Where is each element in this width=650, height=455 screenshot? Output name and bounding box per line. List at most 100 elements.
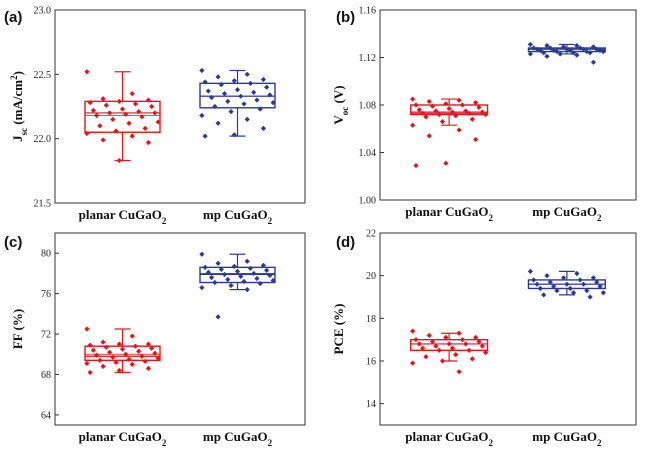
category-label: mp CuGaO2 [203,429,273,448]
data-point [103,102,109,108]
data-point [466,347,472,353]
data-point [577,277,583,283]
data-point [590,59,597,65]
data-point [260,76,267,83]
data-point [199,67,205,74]
data-point [228,282,234,289]
data-point [119,106,126,112]
data-point [215,120,221,126]
data-point [449,109,456,115]
data-point [551,283,557,289]
data-point [429,339,436,345]
data-point [527,51,533,57]
data-point [544,53,550,59]
category-main: planar CuGaO [79,429,162,444]
category-main: mp CuGaO [532,429,597,444]
y-tick-label: 21.5 [34,199,52,210]
data-point [267,92,273,98]
data-point [234,87,241,93]
data-point [537,285,543,292]
data-point [215,314,221,320]
data-point [244,71,250,77]
y-tick-label: 68 [41,370,51,381]
data-point [410,360,416,366]
data-point [534,281,540,287]
box-mp [527,41,606,65]
data-point [466,110,472,116]
data-point [426,133,432,139]
data-point [270,100,276,106]
data-point [202,133,208,139]
data-point [429,103,436,109]
data-point [221,91,228,97]
y-tick-label: 22.5 [34,70,52,81]
data-point [456,369,462,375]
panel-label: (a) [4,9,22,26]
category-label: mp CuGaO2 [532,204,602,223]
data-point [139,353,145,359]
data-point [152,350,158,356]
data-point [270,277,276,284]
data-point [218,82,224,88]
data-point [116,367,122,374]
data-point [136,348,142,354]
data-point [215,260,221,266]
y-axis-label: FF (%) [10,309,25,349]
y-tick-label: 14 [366,399,376,410]
data-point [132,343,139,349]
data-point [463,108,469,114]
data-point [244,116,250,122]
data-point [145,139,152,146]
panel-label: (d) [336,234,355,251]
data-point [212,103,218,110]
data-point [119,346,126,352]
data-point [225,98,231,104]
data-point [205,88,211,94]
data-point [247,265,254,271]
data-point [116,157,122,164]
data-point [547,279,553,285]
y-tick-label: 1.00 [359,196,377,207]
y-tick-label: 64 [41,410,51,421]
data-point [234,268,241,274]
data-point [560,275,567,281]
data-point [113,359,119,365]
data-point [129,91,135,97]
data-point [257,280,263,287]
category-label: mp CuGaO2 [532,429,602,448]
data-point [97,123,103,129]
data-point [264,84,270,90]
data-point [228,109,234,115]
data-point [443,101,449,107]
y-tick-label: 16 [366,357,376,368]
data-point [231,132,237,138]
data-point [199,251,205,257]
y-tick-label: 76 [41,289,51,300]
data-point [463,341,469,347]
data-point [567,285,573,292]
data-point [90,107,96,113]
box-iqr [84,345,161,362]
y-label-sup: 2 [9,75,19,80]
data-point [103,344,109,350]
data-point [90,347,96,353]
data-point [459,337,465,343]
data-point [473,334,479,341]
category-label: planar CuGaO2 [79,207,167,226]
data-point [136,109,142,115]
data-point [126,120,132,126]
category-label: planar CuGaO2 [405,204,493,223]
data-point [257,106,263,112]
data-point [145,97,152,103]
data-point [483,111,489,118]
category-label: planar CuGaO2 [79,429,167,448]
category-main: planar CuGaO [79,207,162,222]
data-point [580,46,587,52]
data-point [469,116,475,122]
data-point [145,341,152,347]
data-point [439,119,446,125]
data-point [443,160,449,166]
box-mp [199,251,276,320]
data-point [100,96,106,102]
